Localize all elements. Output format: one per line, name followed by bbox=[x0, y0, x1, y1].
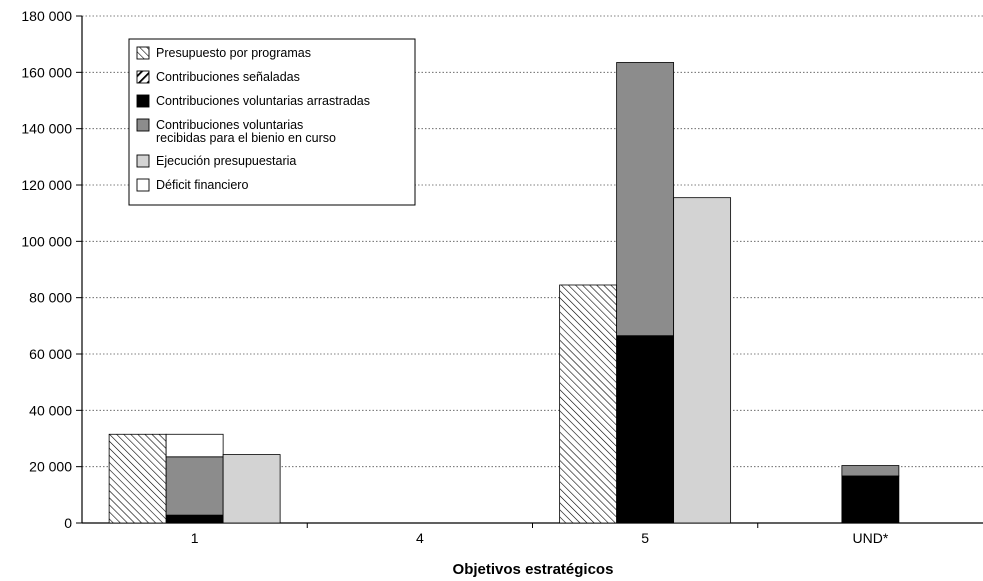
bar bbox=[616, 62, 675, 337]
y-tick-label: 180 000 bbox=[21, 8, 72, 24]
y-tick-label: 160 000 bbox=[21, 64, 72, 80]
legend-swatch bbox=[136, 118, 150, 132]
legend-swatch bbox=[136, 46, 150, 60]
y-tick-label: 120 000 bbox=[21, 177, 72, 193]
x-axis-title: Objetivos estratégicos bbox=[453, 561, 614, 578]
legend-label: Contribuciones voluntarias bbox=[156, 118, 303, 132]
legend-swatch bbox=[136, 178, 150, 192]
legend-label: Ejecución presupuestaria bbox=[156, 154, 296, 168]
legend-label: Presupuesto por programas bbox=[156, 46, 311, 60]
legend-box bbox=[128, 38, 416, 206]
bar bbox=[165, 433, 224, 458]
tick-labels: 0 20 000 40 000 60 000 80 000 100 000 120 000 1… bbox=[21, 8, 888, 546]
legend-swatch bbox=[136, 94, 150, 108]
x-tick-label: 1 bbox=[191, 530, 199, 546]
x-tick-label: UND* bbox=[852, 530, 888, 546]
legend: Presupuesto por programas Contribuciones … bbox=[128, 38, 416, 206]
gridlines bbox=[76, 15, 983, 524]
y-tick-label: 20 000 bbox=[29, 459, 72, 475]
legend-label: Contribuciones voluntarias arrastradas bbox=[156, 94, 370, 108]
bar bbox=[165, 514, 224, 524]
legend-label: Déficit financiero bbox=[156, 178, 248, 192]
bar bbox=[559, 284, 618, 524]
bar bbox=[222, 454, 281, 524]
bar bbox=[165, 456, 224, 516]
bar bbox=[108, 433, 167, 524]
y-tick-label: 100 000 bbox=[21, 233, 72, 249]
legend-swatch bbox=[136, 154, 150, 168]
legend-label: Contribuciones señaladas bbox=[156, 70, 300, 84]
bar bbox=[616, 335, 675, 524]
bar bbox=[841, 475, 900, 524]
y-tick-label: 0 bbox=[64, 515, 72, 531]
bar bbox=[673, 197, 732, 524]
x-tick-label: 5 bbox=[641, 530, 649, 546]
y-tick-label: 60 000 bbox=[29, 346, 72, 362]
y-tick-label: 140 000 bbox=[21, 121, 72, 137]
x-tick-label: 4 bbox=[416, 530, 424, 546]
y-tick-label: 80 000 bbox=[29, 290, 72, 306]
bars bbox=[108, 62, 900, 524]
legend-label: recibidas para el bienio en curso bbox=[156, 131, 336, 145]
y-tick-label: 40 000 bbox=[29, 402, 72, 418]
legend-swatch bbox=[136, 70, 150, 84]
bar bbox=[841, 465, 900, 477]
